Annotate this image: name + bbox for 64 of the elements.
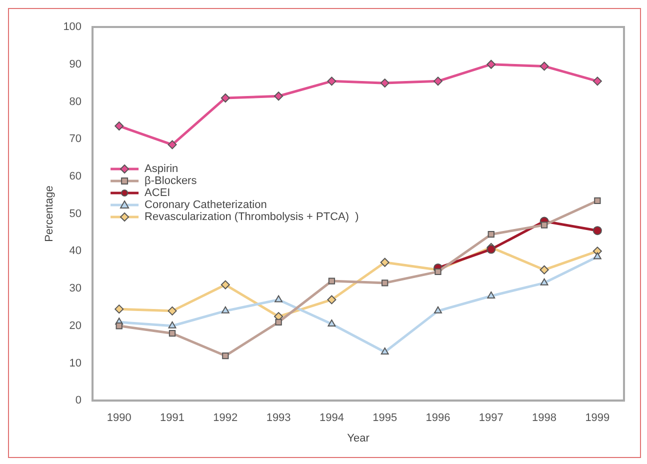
point [540, 265, 549, 274]
point [222, 352, 229, 360]
y-tick-label: 0 [75, 394, 82, 407]
point [433, 76, 442, 86]
x-tick-label: 1998 [532, 412, 557, 424]
point [327, 76, 336, 86]
point [114, 304, 124, 314]
y-tick-label: 20 [69, 320, 82, 332]
point [168, 306, 177, 316]
legend-label: Coronary Catheterization [144, 199, 267, 212]
point [168, 330, 176, 337]
x-tick-label: 1997 [478, 412, 504, 424]
legend-label: Aspirin [144, 163, 178, 176]
point [380, 348, 389, 355]
point [540, 222, 548, 228]
x-axis-title: Year [347, 432, 370, 444]
point [168, 321, 176, 328]
point [116, 322, 122, 330]
y-tick-label: 40 [69, 245, 82, 258]
y-tick-label: 90 [69, 58, 82, 70]
y-tick-label: 60 [69, 170, 82, 182]
y-axis-title: Percentage [44, 186, 56, 242]
y-tick-label: 80 [69, 96, 82, 108]
x-tick-label: 1995 [372, 412, 398, 424]
y-tick-label: 30 [69, 282, 82, 295]
point [382, 280, 388, 286]
legend-label: ACEI [144, 187, 170, 200]
point [114, 122, 124, 131]
x-tick-label: 1994 [319, 412, 344, 424]
point [221, 306, 230, 314]
y-tick-label: 100 [63, 21, 82, 34]
point [592, 76, 602, 86]
point [593, 252, 602, 260]
x-tick-label: 1996 [426, 412, 450, 424]
point [220, 93, 230, 102]
point [168, 140, 177, 150]
point [540, 278, 548, 286]
legend-label: β-Blockers [144, 175, 198, 188]
point [540, 62, 549, 71]
point [380, 258, 390, 267]
point [434, 268, 442, 276]
point [328, 320, 336, 327]
x-tick-label: 1993 [266, 412, 291, 424]
point [220, 280, 230, 290]
point [328, 278, 336, 284]
point [592, 226, 602, 236]
x-tick-label: 1991 [160, 412, 185, 424]
point [380, 78, 390, 88]
point [594, 197, 601, 204]
x-tick-label: 1992 [213, 412, 238, 424]
point [434, 306, 442, 314]
y-tick-label: 50 [69, 208, 82, 220]
point [486, 60, 496, 69]
y-tick-label: 70 [69, 133, 82, 146]
x-tick-label: 1990 [106, 412, 132, 424]
point [275, 318, 282, 326]
x-tick-label: 1999 [585, 412, 610, 424]
point [488, 231, 494, 238]
point [274, 295, 283, 302]
point [327, 295, 336, 304]
point [274, 92, 284, 101]
point [487, 291, 496, 298]
legend-label: Revascularization (Thrombolysis + PTCA) ) [144, 211, 359, 224]
y-tick-label: 10 [69, 357, 82, 370]
